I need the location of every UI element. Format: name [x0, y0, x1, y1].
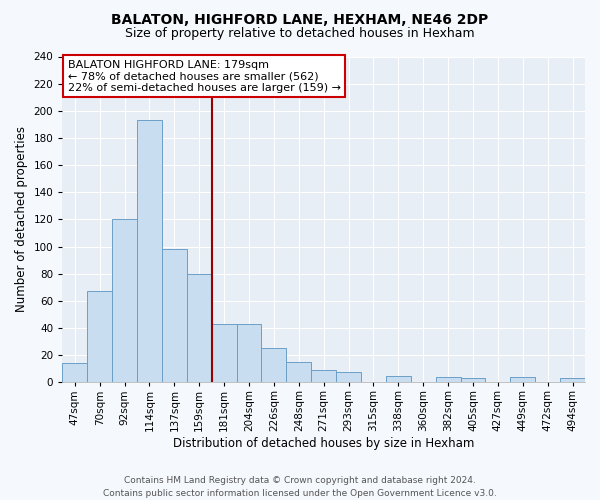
Text: Contains HM Land Registry data © Crown copyright and database right 2024.
Contai: Contains HM Land Registry data © Crown c…	[103, 476, 497, 498]
X-axis label: Distribution of detached houses by size in Hexham: Distribution of detached houses by size …	[173, 437, 475, 450]
Bar	[386, 376, 411, 382]
Bar	[62, 364, 87, 382]
Bar	[212, 324, 236, 382]
Bar	[162, 250, 187, 382]
Bar	[311, 370, 336, 382]
Text: BALATON HIGHFORD LANE: 179sqm
← 78% of detached houses are smaller (562)
22% of : BALATON HIGHFORD LANE: 179sqm ← 78% of d…	[68, 60, 341, 93]
Bar	[436, 377, 461, 382]
Text: Size of property relative to detached houses in Hexham: Size of property relative to detached ho…	[125, 28, 475, 40]
Bar	[511, 377, 535, 382]
Bar	[286, 362, 311, 382]
Y-axis label: Number of detached properties: Number of detached properties	[15, 126, 28, 312]
Text: BALATON, HIGHFORD LANE, HEXHAM, NE46 2DP: BALATON, HIGHFORD LANE, HEXHAM, NE46 2DP	[112, 12, 488, 26]
Bar	[336, 372, 361, 382]
Bar	[137, 120, 162, 382]
Bar	[236, 324, 262, 382]
Bar	[112, 220, 137, 382]
Bar	[187, 274, 212, 382]
Bar	[87, 292, 112, 382]
Bar	[262, 348, 286, 382]
Bar	[461, 378, 485, 382]
Bar	[560, 378, 585, 382]
